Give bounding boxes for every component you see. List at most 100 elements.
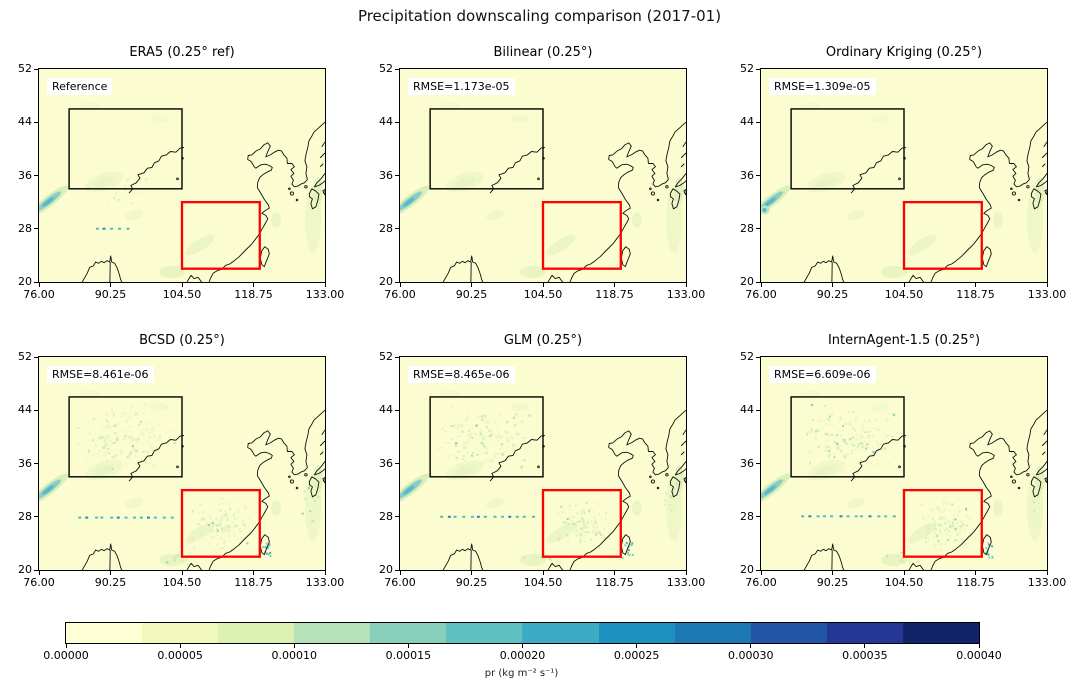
y-tick-mark [756,68,760,70]
x-tick-label: 104.50 [162,576,202,589]
y-tick-mark [395,569,399,571]
y-tick-mark [756,569,760,571]
x-tick-label: 76.00 [745,576,777,589]
x-tick-label: 133.00 [305,288,345,301]
panel-title: InternAgent-1.5 (0.25°) [827,333,981,348]
colorbar-segment [218,623,295,643]
panel-title: BCSD (0.25°) [139,333,225,348]
panel-title: GLM (0.25°) [503,333,583,348]
colorbar-tick-label: 0.00005 [157,649,203,662]
y-tick-label: 36 [379,456,393,470]
x-tick-mark [399,571,401,575]
y-tick-mark [34,68,38,70]
colorbar-tick-mark [293,644,295,648]
y-tick-label: 52 [740,62,754,75]
y-tick-mark [34,516,38,518]
y-tick-label: 44 [379,115,393,129]
y-tick-label: 44 [740,403,754,417]
colorbar-segment [370,623,447,643]
x-tick-mark [832,571,833,575]
colorbar-segment [66,623,143,643]
x-tick-mark [181,571,183,575]
colorbar-tick-label: 0.00010 [271,649,318,662]
colorbar-tick-label: 0.00015 [385,649,432,662]
y-tick-label: 20 [18,563,32,576]
x-tick-label: 118.75 [234,288,273,301]
x-tick-mark [181,283,183,287]
y-tick-label: 28 [18,509,32,523]
y-tick-label: 44 [18,403,32,417]
y-tick-label: 28 [740,509,754,523]
coastline [803,121,1047,282]
panel-internagent-15: InternAgent-1.5 (0.25°) RMSE=6.609e-06 52 4… [740,333,1066,589]
x-tick-mark [614,571,615,575]
x-tick-mark [903,283,905,287]
x-tick-mark [614,283,615,287]
colorbar-segment [826,623,903,643]
inner-region-box [429,108,544,190]
colorbar-tick-label: 0.00030 [728,649,774,662]
rmse-label: RMSE=8.465e-06 [408,366,515,383]
precip-field [39,390,323,566]
y-tick-label: 20 [379,275,393,288]
y-tick-label: 36 [18,168,32,182]
map-plot [400,69,686,282]
x-tick-label: 90.25 [455,576,488,589]
y-tick-label: 36 [740,168,754,182]
y-tick-mark [395,228,399,230]
x-tick-mark [542,283,544,287]
x-tick-mark [685,571,687,575]
y-tick-mark [756,175,760,176]
colorbar-segment [446,623,523,643]
figure-title: Precipitation downscaling comparison (20… [357,7,722,25]
colorbar-segment [522,623,599,643]
x-tick-label: 104.50 [884,576,924,589]
colorbar-tick-mark [864,644,866,648]
coastline [442,409,686,570]
x-tick-mark [324,571,326,575]
y-tick-mark [395,356,399,358]
y-tick-label: 20 [740,563,754,576]
y-tick-label: 44 [18,115,32,129]
y-tick-mark [756,228,760,230]
x-tick-mark [110,571,111,575]
panel-era5: ERA5 (0.25° ref) Reference 52 44 36 28 20 76.00… [18,45,344,301]
panel-title: Ordinary Kriging (0.25°) [825,45,983,60]
y-tick-mark [395,463,399,464]
inner-region-box [790,108,905,190]
y-tick-label: 52 [379,62,393,75]
x-tick-label: 118.75 [234,576,273,589]
y-tick-label: 28 [379,221,393,235]
y-tick-label: 52 [379,350,393,363]
colorbar-segment [674,623,751,643]
panel-title: Bilinear (0.25°) [493,45,593,60]
rmse-label: RMSE=8.461e-06 [47,366,154,383]
coastline [442,121,686,282]
precip-field [761,390,1045,567]
y-tick-label: 44 [740,115,754,129]
x-tick-mark [110,283,111,287]
x-tick-label: 133.00 [305,576,345,589]
map-plot [400,357,686,570]
x-tick-label: 133.00 [666,576,706,589]
y-tick-label: 36 [18,456,32,470]
coastline [81,409,325,570]
x-tick-label: 133.00 [1027,576,1067,589]
x-tick-label: 104.50 [523,288,563,301]
colorbar-tick-mark [750,644,752,648]
x-tick-mark [542,571,544,575]
x-tick-mark [471,283,472,287]
y-tick-mark [34,228,38,230]
highlight-region-box [180,488,261,558]
y-tick-label: 52 [18,62,32,75]
inner-region-box [790,396,905,478]
x-tick-label: 90.25 [94,576,127,589]
colorbar-segment [142,623,219,643]
y-tick-mark [395,281,399,283]
x-tick-label: 76.00 [23,288,55,301]
y-tick-label: 44 [379,403,393,417]
inner-region-box [68,396,183,478]
x-tick-label: 90.25 [816,288,849,301]
y-tick-mark [395,409,399,411]
x-tick-label: 76.00 [23,576,55,589]
